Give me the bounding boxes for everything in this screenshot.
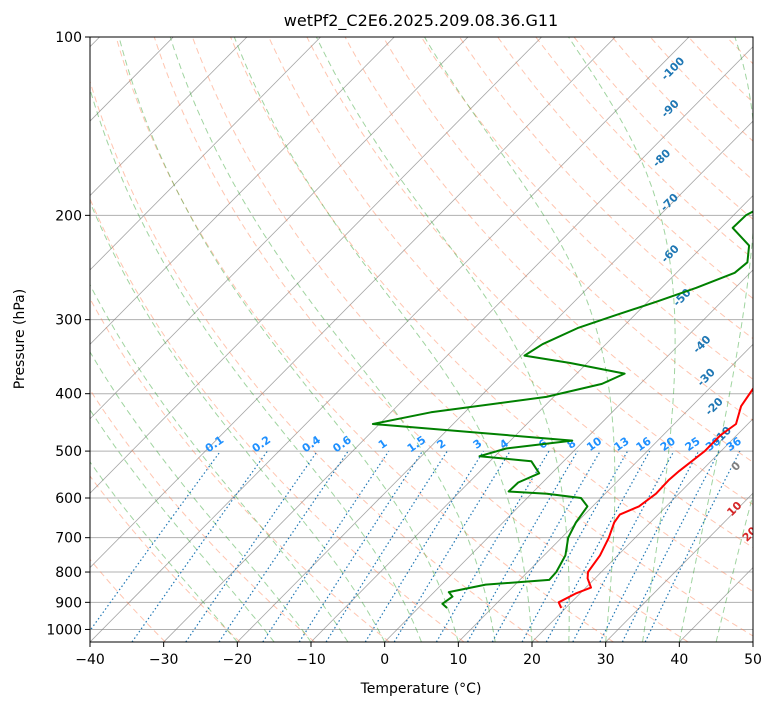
isotherm-line: [90, 37, 542, 494]
moist-adiabat-line: [90, 200, 386, 642]
dry-adiabat-line: [459, 37, 753, 340]
isotherm-line: [310, 194, 753, 642]
x-tick-label: −40: [75, 652, 105, 668]
isotherm-lines: [90, 37, 753, 642]
x-tick-label: −10: [296, 652, 326, 668]
dry-adiabat-line: [535, 37, 753, 260]
mixing-ratio-line: [545, 450, 651, 642]
y-tick-label: 800: [55, 565, 82, 581]
mixing-ratio-line: [644, 450, 741, 642]
y-tick-label: 700: [55, 531, 82, 547]
moist-adiabat-lines: [90, 37, 753, 642]
mixing-ratio-line: [364, 450, 485, 642]
mixing-ratio-line: [435, 450, 550, 642]
moist-adiabat-line: [424, 37, 616, 642]
moist-adiabat-line: [90, 87, 422, 642]
mixing-ratio-line: [90, 450, 221, 632]
mixing-ratio-lines: [90, 450, 741, 642]
dry-adiabat-lines: [90, 37, 753, 642]
dry-adiabat-line: [90, 79, 540, 642]
moist-adiabat-line: [169, 37, 496, 642]
isotherm-line: [237, 120, 753, 642]
moist-adiabat-line: [568, 37, 676, 642]
moist-adiabat-line: [315, 37, 570, 642]
x-tick-label: −30: [149, 652, 179, 668]
y-tick-label: 1000: [46, 622, 82, 638]
y-axis-ticks: 100 200 300 400 500 600 700 800 900 1000: [46, 30, 90, 638]
isotherm-line: [458, 343, 753, 642]
dry-adiabat-line: [344, 37, 753, 463]
dry-adiabat-line: [420, 37, 753, 380]
moist-adiabat-line: [118, 37, 459, 642]
y-tick-label: 300: [55, 313, 82, 329]
isotherm-line: [90, 37, 616, 569]
y-tick-label: 100: [55, 30, 82, 46]
plot-area: 0.1 0.2 0.4 0.6 1 1.5 2 3 4 6 8 10 13 16 20 25 30 36-100-…: [90, 37, 753, 642]
isotherm-line: [163, 46, 753, 642]
moist-adiabat-line: [90, 283, 349, 642]
moist-adiabat-line: [90, 408, 275, 642]
x-axis-title: Temperature (°C): [360, 681, 482, 697]
moist-adiabat-line: [90, 461, 238, 642]
mixing-ratio-line: [393, 450, 511, 642]
dry-adiabat-line: [153, 37, 689, 642]
mixing-ratio-line: [298, 450, 424, 642]
mixing-ratio-line: [131, 450, 268, 642]
x-tick-label: 0: [380, 652, 389, 668]
y-axis-title: Pressure (hPa): [12, 289, 28, 389]
x-axis-ticks: −40 −30 −20 −10 0 10 20 30 40 50: [75, 642, 762, 668]
moist-adiabat-line: [715, 492, 753, 642]
dry-adiabat-line: [306, 37, 753, 506]
x-tick-label: 20: [523, 652, 541, 668]
y-tick-label: 200: [55, 208, 82, 224]
dry-adiabat-line: [115, 37, 614, 642]
isotherm-line: [90, 37, 469, 420]
temperature-profile-line: [557, 387, 753, 609]
isobar-lines: [90, 37, 753, 630]
y-tick-label: 500: [55, 444, 82, 460]
isotherm-line: [90, 37, 248, 197]
isotherm-line: [90, 37, 321, 271]
dry-adiabat-line: [90, 297, 390, 642]
mixing-ratio-line: [521, 450, 629, 642]
moist-adiabat-line: [90, 351, 312, 642]
dry-adiabat-line: [191, 37, 753, 637]
isotherm-line: [90, 37, 395, 345]
isotherm-line: [605, 492, 753, 642]
x-tick-label: 10: [449, 652, 467, 668]
dry-adiabat-line: [268, 37, 753, 549]
plot-frame: [89, 36, 754, 643]
x-tick-label: 40: [670, 652, 688, 668]
dewpoint-profile-line: [371, 210, 753, 609]
dry-adiabat-line: [90, 475, 241, 642]
mixing-ratio-line: [325, 450, 448, 642]
isotherm-line: [90, 37, 690, 642]
x-tick-label: 30: [597, 652, 615, 668]
mixing-ratio-line: [491, 450, 601, 642]
moist-adiabat-line: [233, 37, 533, 642]
isotherm-line: [531, 418, 753, 642]
chart-title: wetPf2_C2E6.2025.209.08.36.G11: [284, 11, 558, 31]
x-tick-label: −20: [223, 652, 253, 668]
dry-adiabat-line: [230, 37, 753, 593]
y-tick-label: 400: [55, 387, 82, 403]
moist-adiabat-line: [678, 37, 753, 642]
profile-series: [371, 210, 753, 609]
x-tick-label: 50: [744, 652, 762, 668]
y-tick-label: 600: [55, 491, 82, 507]
y-tick-label: 900: [55, 595, 82, 611]
dry-adiabat-line: [573, 37, 753, 220]
mixing-ratio-line: [185, 450, 318, 642]
mixing-ratio-line: [466, 450, 579, 642]
isotherm-line: [384, 269, 753, 642]
